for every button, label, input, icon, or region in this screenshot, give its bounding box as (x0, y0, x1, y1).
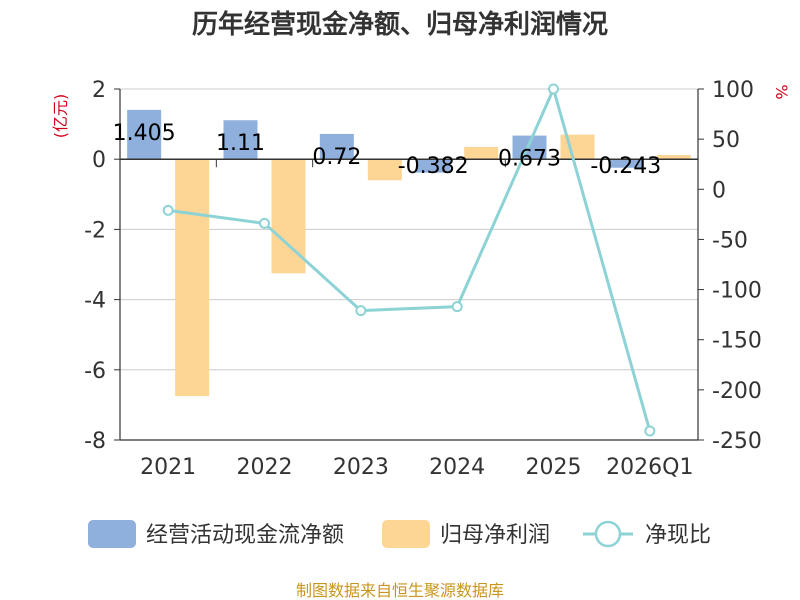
data-label-2022: 1.11 (216, 131, 265, 156)
left-axis-unit: (亿元) (51, 94, 70, 139)
data-label-2024: -0.382 (398, 154, 469, 179)
left-tick-label: 0 (92, 148, 106, 173)
bar-2021-经营活动现金流净额 (127, 109, 162, 160)
legend: 经营活动现金流净额 归母净利润 净现比 (88, 520, 711, 548)
line-point-2026Q1 (644, 425, 656, 437)
category-label: 2026Q1 (606, 455, 693, 480)
data-labels-layer: 1.405 1.11 0.72 -0.382 0.673 -0.243 (113, 121, 662, 179)
chart-title: 历年经营现金净额、归母净利润情况 (192, 9, 608, 40)
left-tick-label: -4 (84, 289, 106, 314)
axes-layer: 2 0 -2 -4 -6 -8 100 50 0 -50 -100 -150 -200 -250 2021 2… (84, 78, 762, 480)
left-tick-label: -8 (84, 429, 106, 454)
bar-2026Q1-归母净利润 (656, 154, 691, 160)
left-tick-label: -6 (84, 359, 106, 384)
line-point-2022 (259, 217, 270, 229)
bar-2024-归母净利润 (464, 146, 499, 160)
right-tick-label: -250 (712, 429, 762, 454)
left-tick-label: -2 (84, 218, 106, 243)
category-label: 2024 (429, 455, 485, 480)
legend-label: 净现比 (645, 523, 711, 548)
line-point-2023 (355, 305, 367, 317)
legend-swatch (382, 520, 430, 548)
line-point-2024 (451, 301, 463, 313)
right-axis-unit: % (772, 84, 791, 99)
line-layer (162, 83, 656, 437)
bar-2023-归母净利润 (367, 159, 402, 181)
data-label-2023: 0.72 (312, 145, 361, 170)
bar-2021-归母净利润 (175, 159, 210, 397)
data-label-2021: 1.405 (113, 121, 176, 146)
bar-2024-经营活动现金流净额 (416, 159, 451, 173)
legend-marker (594, 520, 622, 548)
data-label-2025: 0.673 (498, 147, 561, 172)
bars-layer (127, 109, 691, 397)
category-label: 2022 (237, 455, 293, 480)
category-label: 2025 (526, 455, 582, 480)
right-tick-label: -150 (712, 329, 762, 354)
bar-2026Q1-经营活动现金流净额 (608, 159, 643, 168)
left-tick-label: 2 (92, 78, 106, 103)
right-tick-label: -50 (712, 228, 748, 253)
source-note: 制图数据来自恒生聚源数据库 (296, 581, 504, 600)
right-tick-label: 50 (712, 128, 740, 153)
category-label: 2023 (333, 455, 389, 480)
bar-2025-经营活动现金流净额 (512, 135, 547, 160)
line-point-2021 (162, 204, 174, 216)
legend-label: 归母净利润 (440, 523, 550, 548)
data-label-2026Q1: -0.243 (590, 154, 661, 179)
line-series-net-cash-ratio (167, 84, 652, 432)
category-label: 2021 (140, 455, 196, 480)
legend-label: 经营活动现金流净额 (146, 523, 344, 548)
right-tick-label: -200 (712, 379, 762, 404)
line-point-2025 (548, 83, 559, 95)
right-tick-label: 100 (712, 78, 754, 103)
legend-swatch (88, 520, 136, 548)
right-tick-label: 0 (712, 178, 726, 203)
bar-2022-经营活动现金流净额 (223, 120, 258, 160)
bar-2023-经营活动现金流净额 (319, 133, 354, 160)
right-tick-label: -100 (712, 279, 762, 304)
